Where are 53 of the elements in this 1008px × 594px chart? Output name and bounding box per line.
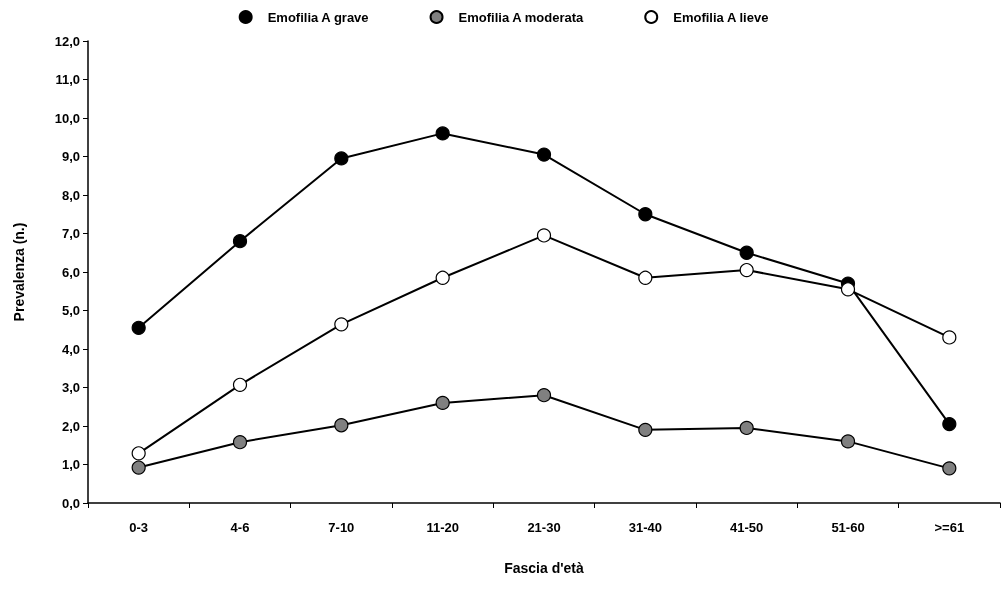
point: [232, 234, 248, 249]
point: [638, 422, 653, 437]
y-tick-label: 2,0: [61, 418, 80, 434]
y-tick-label: 10,0: [54, 110, 80, 126]
y-tick-label: 4,0: [61, 341, 80, 357]
x-tick-label: 21-30: [527, 520, 561, 535]
point: [739, 245, 754, 260]
point: [536, 388, 552, 403]
point: [131, 446, 146, 461]
y-tick-label: 1,0: [61, 457, 80, 472]
y-tick-label: 12,0: [54, 33, 80, 49]
x-tick-label: 41-50: [730, 520, 764, 535]
point: [131, 320, 146, 335]
y-tick-label: 9,0: [61, 149, 80, 164]
x-tick-label: 31-40: [628, 520, 662, 535]
x-tick-label: >=61: [934, 520, 965, 535]
legend-label: Emofilia A moderata: [458, 9, 585, 25]
point: [942, 416, 957, 432]
point: [334, 317, 349, 332]
point: [638, 270, 653, 285]
y-tick-label: 0,0: [61, 495, 80, 511]
point: [638, 207, 653, 222]
y-tick-label: 7,0: [61, 226, 80, 241]
y-tick-label: 5,0: [61, 303, 80, 318]
x-tick-label: 11-20: [426, 520, 459, 535]
point: [131, 460, 146, 475]
point: [435, 126, 450, 141]
legend-label: Emofilia A lieve: [673, 9, 769, 25]
y-tick-label: 6,0: [61, 264, 80, 280]
legend-label: Emofilia A grave: [267, 9, 369, 25]
x-axis-title: Fascia d'età: [504, 560, 585, 576]
point: [840, 434, 856, 449]
point: [435, 395, 450, 410]
y-tick-label: 3,0: [61, 380, 80, 395]
point: [840, 282, 856, 297]
point: [435, 270, 450, 285]
point: [536, 228, 552, 243]
point: [739, 262, 754, 278]
point: [942, 461, 957, 476]
point: [536, 147, 552, 162]
x-tick-label: 4-6: [230, 520, 250, 535]
y-tick-label: 8,0: [61, 187, 80, 203]
x-tick-label: 7-10: [328, 520, 355, 535]
x-tick-label: 0-3: [129, 520, 149, 535]
y-axis-title: Prevalenza (n.): [11, 222, 27, 322]
x-tick-label: 51-60: [831, 520, 865, 535]
point: [942, 330, 957, 345]
point: [334, 418, 349, 433]
point: [739, 420, 754, 436]
point: [232, 435, 248, 450]
point: [232, 377, 248, 392]
point: [334, 151, 349, 166]
y-tick-label: 11,0: [55, 72, 80, 87]
